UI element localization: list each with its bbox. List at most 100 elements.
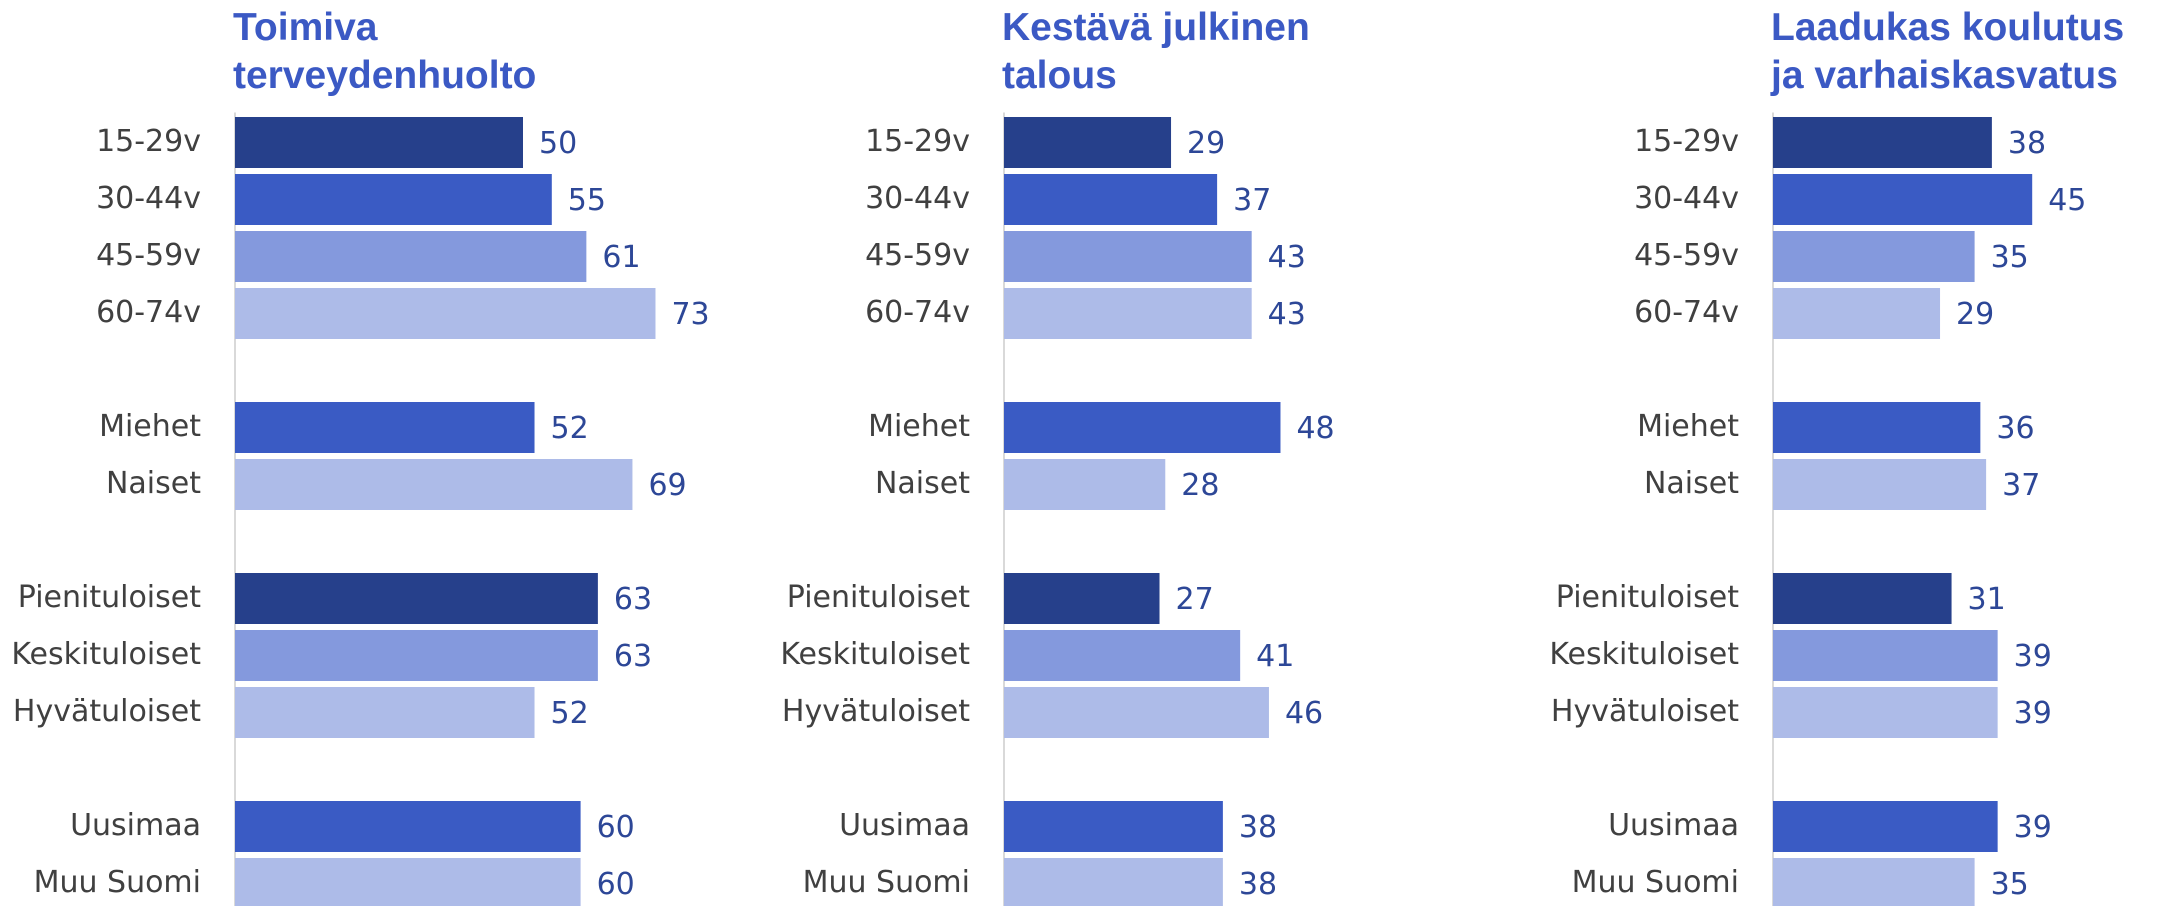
category-label: Pienituloiset [1556, 580, 1739, 615]
value-label: 38 [1239, 810, 1277, 845]
category-label: Naiset [106, 466, 201, 501]
value-label: 31 [1968, 582, 2006, 617]
value-label: 38 [2008, 126, 2046, 161]
value-label: 39 [2014, 696, 2052, 731]
category-label: Pienituloiset [787, 580, 970, 615]
value-label: 43 [1268, 297, 1306, 332]
bar [1773, 573, 1952, 624]
value-label: 35 [1991, 240, 2029, 275]
category-label: Hyvätuloiset [782, 694, 970, 729]
chart-title: talous [1002, 54, 1117, 97]
value-label: 73 [671, 297, 709, 332]
bar [1004, 174, 1218, 225]
category-label: 45-59v [1634, 238, 1739, 273]
bar [235, 117, 523, 168]
value-label: 69 [648, 468, 686, 503]
bar [1773, 459, 1987, 510]
value-label: 45 [2048, 183, 2086, 218]
chart-title: Kestävä julkinen [1002, 6, 1310, 49]
category-label: 60-74v [865, 295, 970, 330]
value-label: 61 [602, 240, 640, 275]
value-label: 37 [2002, 468, 2040, 503]
category-label: Keskituloiset [1549, 637, 1739, 672]
value-label: 55 [568, 183, 606, 218]
bar [235, 858, 581, 906]
value-label: 52 [551, 696, 589, 731]
bar [1773, 231, 1975, 282]
bar [1004, 231, 1252, 282]
category-label: 30-44v [1634, 181, 1739, 216]
bar [235, 459, 633, 510]
category-label: 15-29v [865, 124, 970, 159]
bar [1773, 858, 1975, 906]
bar [235, 288, 656, 339]
value-label: 46 [1285, 696, 1323, 731]
category-label: 15-29v [1634, 124, 1739, 159]
bar [1773, 117, 1992, 168]
category-label: Hyvätuloiset [1551, 694, 1739, 729]
bar [235, 801, 581, 852]
value-label: 27 [1176, 582, 1214, 617]
value-label: 35 [1991, 867, 2029, 902]
category-label: Keskituloiset [11, 637, 201, 672]
bar [1773, 174, 2033, 225]
category-label: Naiset [875, 466, 970, 501]
bar [235, 573, 598, 624]
value-label: 38 [1239, 867, 1277, 902]
category-label: Hyvätuloiset [13, 694, 201, 729]
category-label: Uusimaa [70, 808, 201, 843]
category-label: Uusimaa [1608, 808, 1739, 843]
bar [235, 402, 535, 453]
category-label: Muu Suomi [803, 865, 970, 900]
value-label: 43 [1268, 240, 1306, 275]
bar [1004, 288, 1252, 339]
value-label: 60 [597, 810, 635, 845]
value-label: 28 [1181, 468, 1219, 503]
bar [1004, 687, 1269, 738]
value-label: 63 [614, 582, 652, 617]
value-label: 39 [2014, 639, 2052, 674]
value-label: 41 [1256, 639, 1294, 674]
bar [1004, 858, 1223, 906]
bar [1773, 288, 1941, 339]
bar [1004, 801, 1223, 852]
value-label: 60 [597, 867, 635, 902]
category-label: Muu Suomi [1572, 865, 1739, 900]
bar [1773, 687, 1998, 738]
category-label: Uusimaa [839, 808, 970, 843]
value-label: 63 [614, 639, 652, 674]
bar [1004, 117, 1172, 168]
chart-title: Laadukas koulutus [1771, 6, 2124, 49]
category-label: Pienituloiset [18, 580, 201, 615]
category-label: 30-44v [96, 181, 201, 216]
category-label: Muu Suomi [34, 865, 201, 900]
category-label: Miehet [99, 409, 201, 444]
bar [1773, 801, 1998, 852]
category-label: 45-59v [96, 238, 201, 273]
bar [1004, 459, 1166, 510]
bar [1773, 630, 1998, 681]
category-label: 30-44v [865, 181, 970, 216]
chart-title: ja varhaiskasvatus [1770, 54, 2118, 97]
bar [1004, 402, 1281, 453]
bar [235, 687, 535, 738]
value-label: 39 [2014, 810, 2052, 845]
bar [235, 231, 587, 282]
chart-title: terveydenhuolto [233, 54, 536, 97]
category-label: Keskituloiset [780, 637, 970, 672]
value-label: 29 [1956, 297, 1994, 332]
bar [1773, 402, 1981, 453]
value-label: 36 [1996, 411, 2034, 446]
category-label: Miehet [1637, 409, 1739, 444]
category-label: 15-29v [96, 124, 201, 159]
bar [1004, 630, 1241, 681]
value-label: 48 [1296, 411, 1334, 446]
bar [1004, 573, 1160, 624]
category-label: Miehet [868, 409, 970, 444]
bar [235, 630, 598, 681]
value-label: 52 [551, 411, 589, 446]
category-label: Naiset [1644, 466, 1739, 501]
category-label: 45-59v [865, 238, 970, 273]
value-label: 50 [539, 126, 577, 161]
